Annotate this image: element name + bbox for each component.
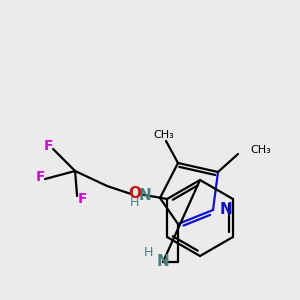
Text: N: N [139, 188, 152, 203]
Text: F: F [35, 170, 45, 184]
Text: H: H [143, 245, 153, 259]
Text: F: F [43, 139, 53, 153]
Text: N: N [220, 202, 232, 217]
Text: F: F [77, 192, 87, 206]
Text: CH₃: CH₃ [154, 130, 174, 140]
Text: N: N [157, 254, 169, 269]
Text: H: H [129, 196, 139, 209]
Text: O: O [129, 185, 142, 200]
Text: CH₃: CH₃ [250, 145, 271, 155]
